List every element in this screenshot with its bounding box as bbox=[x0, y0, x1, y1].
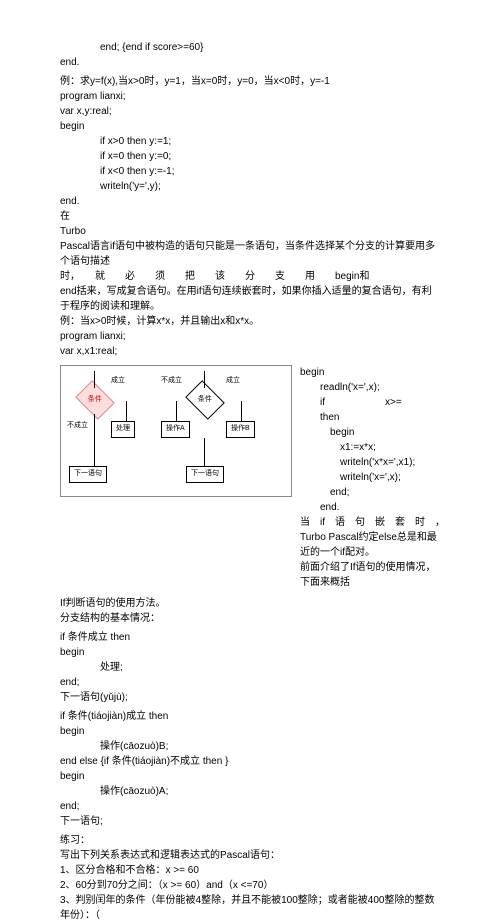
code-line: begin bbox=[60, 769, 440, 784]
code-line: readln('x=',x); bbox=[300, 380, 440, 395]
code-line: program lianxi; bbox=[60, 329, 440, 344]
code-line: if x=0 then y:=0; bbox=[100, 149, 440, 164]
exercise-item: 2、60分到70分之间：（x >= 60）and（x <=70） bbox=[60, 878, 440, 893]
code-line: begin bbox=[60, 119, 440, 134]
exercise-item: 3、判别闰年的条件（年份能被4整除，并且不能被100整除；或者能被400整除的整… bbox=[60, 893, 440, 923]
code-line: 处理; bbox=[60, 660, 440, 675]
code-line: writeln('x=',x); bbox=[300, 470, 440, 485]
flow-label: 不成立 bbox=[161, 376, 182, 387]
code-line: 下一语句(yǔjù); bbox=[60, 690, 440, 705]
flow-box: 操作B bbox=[226, 421, 255, 438]
flowchart-diagram: 条件 成立 不成立 处理 下一语句 条件 不成立 成立 操作A 操作B 下一语句 bbox=[60, 365, 292, 497]
flow-box: 下一语句 bbox=[69, 466, 107, 483]
diamond-label: 条件 bbox=[88, 395, 102, 406]
code-line: end. bbox=[300, 500, 440, 515]
code-line: var x,y:real; bbox=[60, 104, 440, 119]
code-line: begin bbox=[60, 645, 440, 660]
code-line: end; bbox=[300, 485, 440, 500]
code-line: begin bbox=[300, 365, 440, 380]
body-text: Pascal语言if语句中被构造的语句只能是一条语句，当条件选择某个分支的计算要… bbox=[60, 239, 440, 269]
code-line: if 条件成立 then bbox=[60, 630, 440, 645]
body-text: 前面介绍了If语句的使用情况，下面来概括 bbox=[300, 560, 440, 590]
body-text: If判断语句的使用方法。 bbox=[60, 596, 440, 611]
code-line: var x,x1:real; bbox=[60, 344, 440, 359]
code-line: if x>0 then y:=1; bbox=[100, 134, 440, 149]
exercise-subtitle: 写出下列关系表达式和逻辑表达式的Pascal语句： bbox=[60, 848, 440, 863]
code-line: end else {if 条件(tiáojiàn)不成立 then } bbox=[60, 754, 440, 769]
body-text: end括来，写成复合语句。在用if语句连续嵌套时，如果你插入适量的复合语句，有利… bbox=[60, 284, 440, 314]
code-line: 操作(cāozuò)A; bbox=[60, 784, 440, 799]
code-line: 操作(cāozuò)B; bbox=[60, 739, 440, 754]
code-line: writeln('x*x=',x1); bbox=[300, 455, 440, 470]
exercise-title: 练习： bbox=[60, 833, 440, 848]
code-line: end; bbox=[60, 675, 440, 690]
code-line: if 条件(tiáojiàn)成立 then bbox=[60, 709, 440, 724]
exercise-item: 1、区分合格和不合格：x >= 60 bbox=[60, 863, 440, 878]
code-line: end. bbox=[60, 55, 440, 70]
body-text: 在 Turbo bbox=[60, 209, 440, 239]
diamond-label: 条件 bbox=[198, 395, 212, 406]
example-title: 例：求y=f(x),当x>0时，y=1，当x=0时，y=0，当x<0时，y=-1 bbox=[60, 74, 440, 89]
code-line: if x<0 then y:=-1; bbox=[100, 164, 440, 179]
body-text: 时， 就 必 须 把 该 分 支 用 begin和 bbox=[60, 269, 440, 284]
flow-label: 不成立 bbox=[67, 421, 88, 432]
body-text: 分支结构的基本情况： bbox=[60, 611, 440, 626]
code-line: end. bbox=[60, 194, 440, 209]
code-line: end; bbox=[60, 799, 440, 814]
flow-label: 成立 bbox=[111, 376, 125, 387]
code-line: begin bbox=[60, 724, 440, 739]
code-line: 下一语句; bbox=[60, 814, 440, 829]
flow-label: 成立 bbox=[226, 376, 240, 387]
code-line: if x>= then bbox=[300, 395, 440, 425]
code-line: begin bbox=[300, 425, 440, 440]
code-line: program lianxi; bbox=[60, 89, 440, 104]
right-code-column: begin readln('x=',x); if x>= then begin … bbox=[292, 365, 440, 590]
code-line: writeln('y=',y); bbox=[100, 179, 440, 194]
body-text: 当 if 语 句 嵌 套 时 ， Turbo Pascal约定else总是和最近… bbox=[300, 515, 440, 560]
flow-box: 下一语句 bbox=[186, 466, 224, 483]
flow-box: 处理 bbox=[111, 421, 135, 438]
code-line: x1:=x*x; bbox=[300, 440, 440, 455]
body-text: 例：当x>0时候，计算x*x，并且输出x和x*x。 bbox=[60, 314, 440, 329]
flow-box: 操作A bbox=[161, 421, 190, 438]
code-line: end; {end if score>=60} bbox=[100, 40, 440, 55]
